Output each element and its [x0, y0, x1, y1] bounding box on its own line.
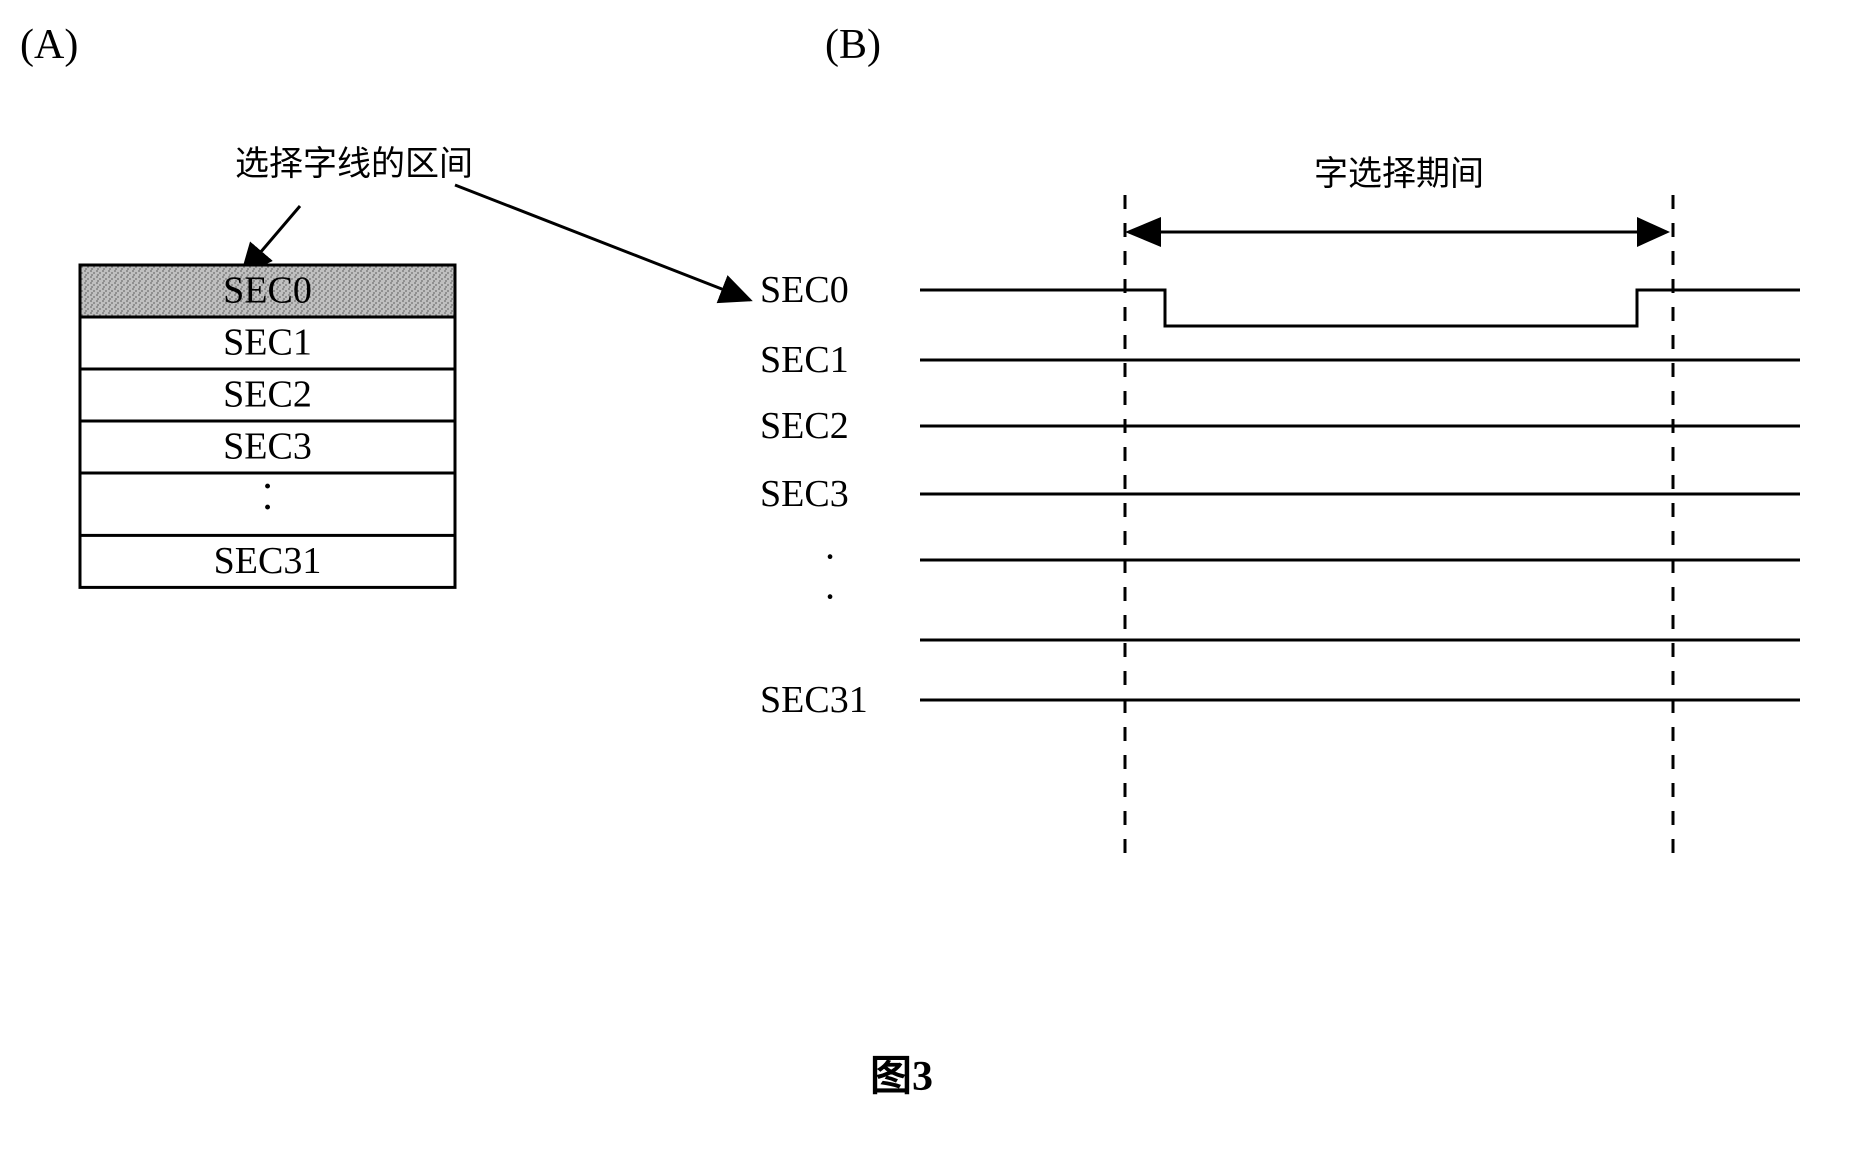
signal-label: SEC3	[760, 473, 849, 515]
signal-label: SEC31	[760, 679, 868, 721]
figure3-root: (A) (B) 选择字线的区间 SEC0SEC1SEC2SEC3··SEC31 …	[0, 0, 1872, 1171]
panel-a-label: (A)	[20, 22, 78, 68]
timing-diagram: SEC0 SEC1 SEC2 SEC3 ·· SEC31	[760, 269, 1800, 721]
panel-b-caption: 字选择期间	[1314, 155, 1484, 193]
table-row-label: SEC1	[223, 321, 312, 363]
signal-label: SEC1	[760, 339, 849, 381]
signal-line-sec0	[920, 290, 1800, 326]
table-row-label: SEC3	[223, 425, 312, 467]
signal-ellipsis: ·	[823, 574, 836, 619]
sector-table: SEC0SEC1SEC2SEC3··SEC31	[80, 265, 455, 587]
caption-arrow-to-timing	[455, 185, 750, 300]
table-row-label: SEC2	[223, 373, 312, 415]
panel-b-label: (B)	[825, 22, 881, 68]
table-row-label: SEC0	[223, 269, 312, 311]
table-row-label: SEC31	[214, 540, 322, 582]
signal-ellipsis: ·	[823, 534, 836, 579]
table-ellipsis: ·	[261, 484, 275, 530]
signal-label: SEC2	[760, 405, 849, 447]
signal-label: SEC0	[760, 269, 849, 311]
panel-a-caption: 选择字线的区间	[235, 145, 473, 183]
figure-label: 图3	[870, 1054, 933, 1100]
